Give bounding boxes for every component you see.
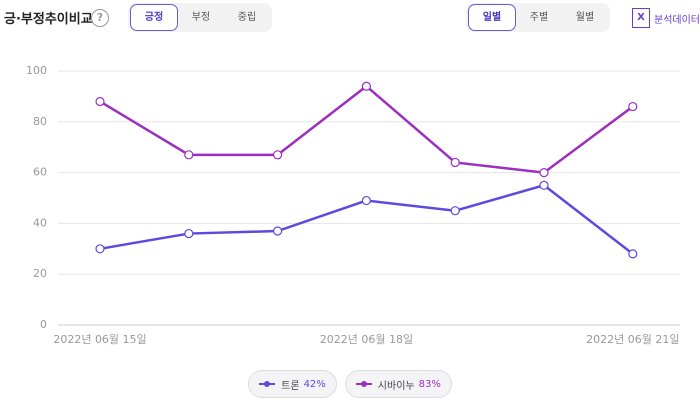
x-tick-label: 2022년 06월 15일 — [53, 332, 146, 346]
export-label: 분석데이터 — [654, 14, 700, 26]
data-point — [273, 226, 283, 236]
y-tick-label: 100 — [26, 64, 47, 77]
y-tick-label: 20 — [33, 267, 47, 280]
tab[interactable]: 긍정 — [130, 4, 178, 31]
data-point — [628, 101, 638, 112]
data-point — [450, 206, 460, 216]
data-point — [450, 157, 460, 168]
legend-item[interactable]: 트론 42% — [248, 370, 337, 398]
y-tick-label: 40 — [33, 216, 47, 229]
sentiment-tabs: 긍정 부정 중립 — [128, 3, 272, 32]
title: 긍·부정추이비교 — [4, 12, 93, 27]
data-point — [628, 249, 638, 259]
series-line — [99, 183, 634, 255]
x-tick-label: 2022년 06월 21일 — [586, 332, 679, 346]
data-point — [273, 150, 283, 160]
tab[interactable]: 일별 — [468, 4, 516, 31]
data-point — [184, 150, 194, 160]
data-point — [95, 96, 105, 107]
data-point — [539, 180, 549, 190]
help-icon[interactable]: ? — [91, 9, 109, 27]
y-tick-label: 80 — [33, 115, 47, 128]
data-point — [184, 228, 194, 239]
legend-swatch — [259, 380, 276, 388]
data-point — [95, 244, 105, 254]
legend-label: 시바이누 — [377, 380, 415, 392]
legend-share: 83% — [418, 378, 441, 390]
legend-share: 42% — [303, 378, 326, 390]
legend-item[interactable]: 시바이누 83% — [344, 370, 452, 398]
x-tick-label: 2022년 06월 18일 — [320, 332, 413, 346]
tab[interactable]: 월별 — [575, 12, 595, 23]
export-button[interactable]: X 분석데이터 — [632, 8, 700, 28]
excel-icon: X — [632, 8, 650, 28]
y-tick-label: 60 — [33, 166, 47, 179]
tab[interactable]: 부정 — [191, 12, 211, 23]
period-tabs: 일별 주별 월별 — [466, 3, 610, 32]
chart: 0 20 40 60 80 100 2022년 06월 15일 2022년 06월 18일 20… — [26, 64, 680, 346]
data-point — [361, 195, 371, 206]
data-point — [539, 168, 549, 178]
y-tick-label: 0 — [40, 318, 47, 331]
tab[interactable]: 주별 — [529, 12, 549, 23]
legend-label: 트론 — [281, 380, 300, 392]
legend: 트론 42% 시바이누 83% — [0, 370, 700, 398]
tab[interactable]: 중립 — [237, 12, 257, 23]
series-line — [99, 84, 634, 174]
legend-swatch — [355, 380, 372, 388]
data-point — [361, 81, 371, 91]
